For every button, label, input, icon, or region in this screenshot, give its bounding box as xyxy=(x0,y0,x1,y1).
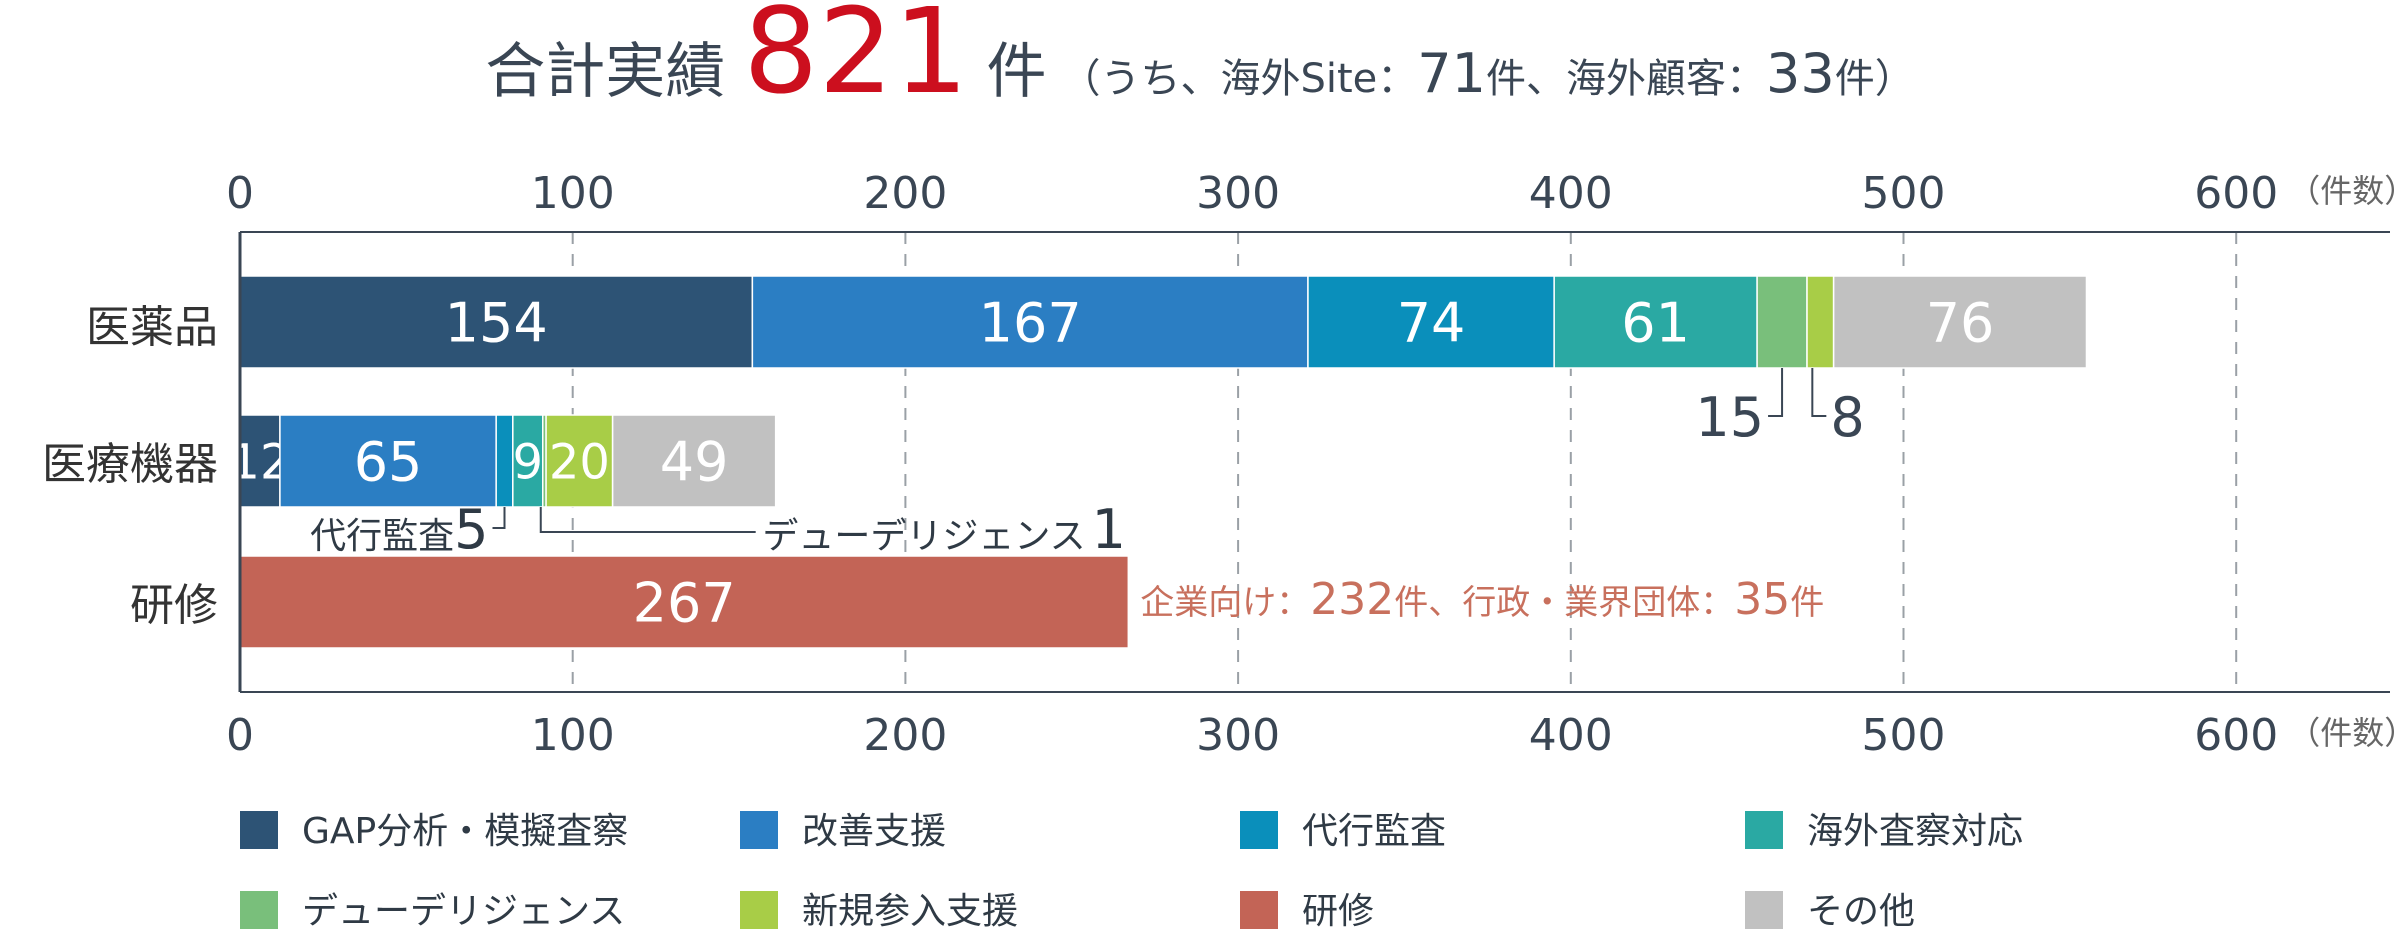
training-note: 企業向け：232件、行政・業界団体：35件 xyxy=(1140,574,1824,625)
data-label: 49 xyxy=(660,430,729,493)
x-tick-label-top: 500 xyxy=(1862,168,1946,219)
callout-value-shinki-pharma: 8 xyxy=(1830,386,1864,449)
legend-swatch xyxy=(1240,811,1278,849)
callout-line-due-pharma xyxy=(1768,368,1784,417)
bar-segment xyxy=(239,275,754,369)
title-breakdown-close: 件） xyxy=(1835,56,1915,102)
callout-value-due-pharma: 15 xyxy=(1695,386,1764,449)
x-axis-unit-top: （件数） xyxy=(2288,172,2400,210)
callout-due-device: デューデリジェンス 1 xyxy=(762,498,1126,561)
category-label: 医療機器 xyxy=(42,439,218,490)
legend-swatch xyxy=(1240,891,1278,929)
training-note-value1: 232 xyxy=(1310,574,1394,625)
x-tick-label-top: 600 xyxy=(2194,168,2278,219)
legend-label: 新規参入支援 xyxy=(802,891,1018,932)
data-label: 65 xyxy=(354,430,423,493)
x-tick-label-bottom: 500 xyxy=(1862,710,1946,761)
legend-label: その他 xyxy=(1807,891,1915,932)
bar-segment xyxy=(545,414,614,508)
data-label: 76 xyxy=(1926,291,1995,354)
title-breakdown-mid: 件、海外顧客： xyxy=(1486,56,1766,102)
bar-segment xyxy=(495,414,514,508)
legend-swatch xyxy=(740,811,778,849)
training-note-value2: 35 xyxy=(1734,574,1790,625)
data-label: 267 xyxy=(633,571,736,634)
x-tick-label-bottom: 400 xyxy=(1529,710,1613,761)
x-tick-label-top: 400 xyxy=(1529,168,1613,219)
title-overseas-customer: 33 xyxy=(1766,42,1835,105)
bar-segment xyxy=(279,414,497,508)
callout-daiko-device: 代行監査5 xyxy=(310,498,488,561)
data-label: 154 xyxy=(445,291,548,354)
legend-swatch xyxy=(740,891,778,929)
x-tick-label-top: 300 xyxy=(1196,168,1280,219)
title-unit: 件 xyxy=(987,37,1047,107)
callout-due-device-label: デューデリジェンス xyxy=(762,516,1085,557)
bar-segment xyxy=(1756,275,1808,369)
title-overseas-site: 71 xyxy=(1417,42,1486,105)
training-note-label1: 企業向け： xyxy=(1140,583,1310,623)
x-tick-label-top: 200 xyxy=(863,168,947,219)
training-note-unit1: 件、行政・業界団体： xyxy=(1394,583,1734,623)
legend-label: GAP分析・模擬査察 xyxy=(302,811,628,852)
data-label: 9 xyxy=(513,434,544,490)
legend-label: 改善支援 xyxy=(802,811,946,852)
callout-line-due-device xyxy=(539,507,756,533)
x-tick-label-bottom: 300 xyxy=(1196,710,1280,761)
legend-label: 研修 xyxy=(1302,891,1374,932)
callout-line-shinki-pharma xyxy=(1811,368,1827,417)
callout-daiko-device-value: 5 xyxy=(454,498,488,561)
bar-segment xyxy=(239,414,281,508)
bar-segment xyxy=(1553,275,1758,369)
data-label: 61 xyxy=(1621,291,1690,354)
legend-swatch xyxy=(240,891,278,929)
data-label: 74 xyxy=(1397,291,1466,354)
x-tick-label-top: 0 xyxy=(226,168,254,219)
title-prefix: 合計実績 xyxy=(485,37,725,107)
legend-label: 代行監査 xyxy=(1302,811,1446,852)
callout-daiko-device-label: 代行監査 xyxy=(310,516,454,557)
x-axis-unit-bottom: （件数） xyxy=(2288,714,2400,752)
legend-label: デューデリジェンス xyxy=(302,891,625,932)
legend-label: 海外査察対応 xyxy=(1807,811,2023,852)
bar-segment xyxy=(611,414,777,508)
legend-swatch xyxy=(1745,891,1783,929)
training-note-unit2: 件 xyxy=(1790,583,1824,623)
category-label: 研修 xyxy=(130,580,218,631)
category-label: 医薬品 xyxy=(86,302,218,353)
x-tick-label-bottom: 600 xyxy=(2194,710,2278,761)
x-tick-label-bottom: 200 xyxy=(863,710,947,761)
bar-segment xyxy=(1806,275,1835,369)
x-tick-label-bottom: 100 xyxy=(531,710,615,761)
callout-line-daiko-device xyxy=(492,507,506,529)
legend-swatch xyxy=(1745,811,1783,849)
callout-due-device-value: 1 xyxy=(1092,498,1126,561)
bar-segment xyxy=(1832,275,2088,369)
data-label: 20 xyxy=(549,434,610,490)
x-tick-label-top: 100 xyxy=(531,168,615,219)
chart-title: 合計実績 821 件 （うち、海外Site：71件、海外顧客：33件） xyxy=(485,0,1914,120)
x-tick-label-bottom: 0 xyxy=(226,710,254,761)
bar-segment xyxy=(239,555,1130,649)
title-breakdown-open: （うち、海外Site： xyxy=(1061,56,1418,102)
legend-swatch xyxy=(240,811,278,849)
data-label: 167 xyxy=(979,291,1082,354)
title-total: 821 xyxy=(743,0,968,120)
